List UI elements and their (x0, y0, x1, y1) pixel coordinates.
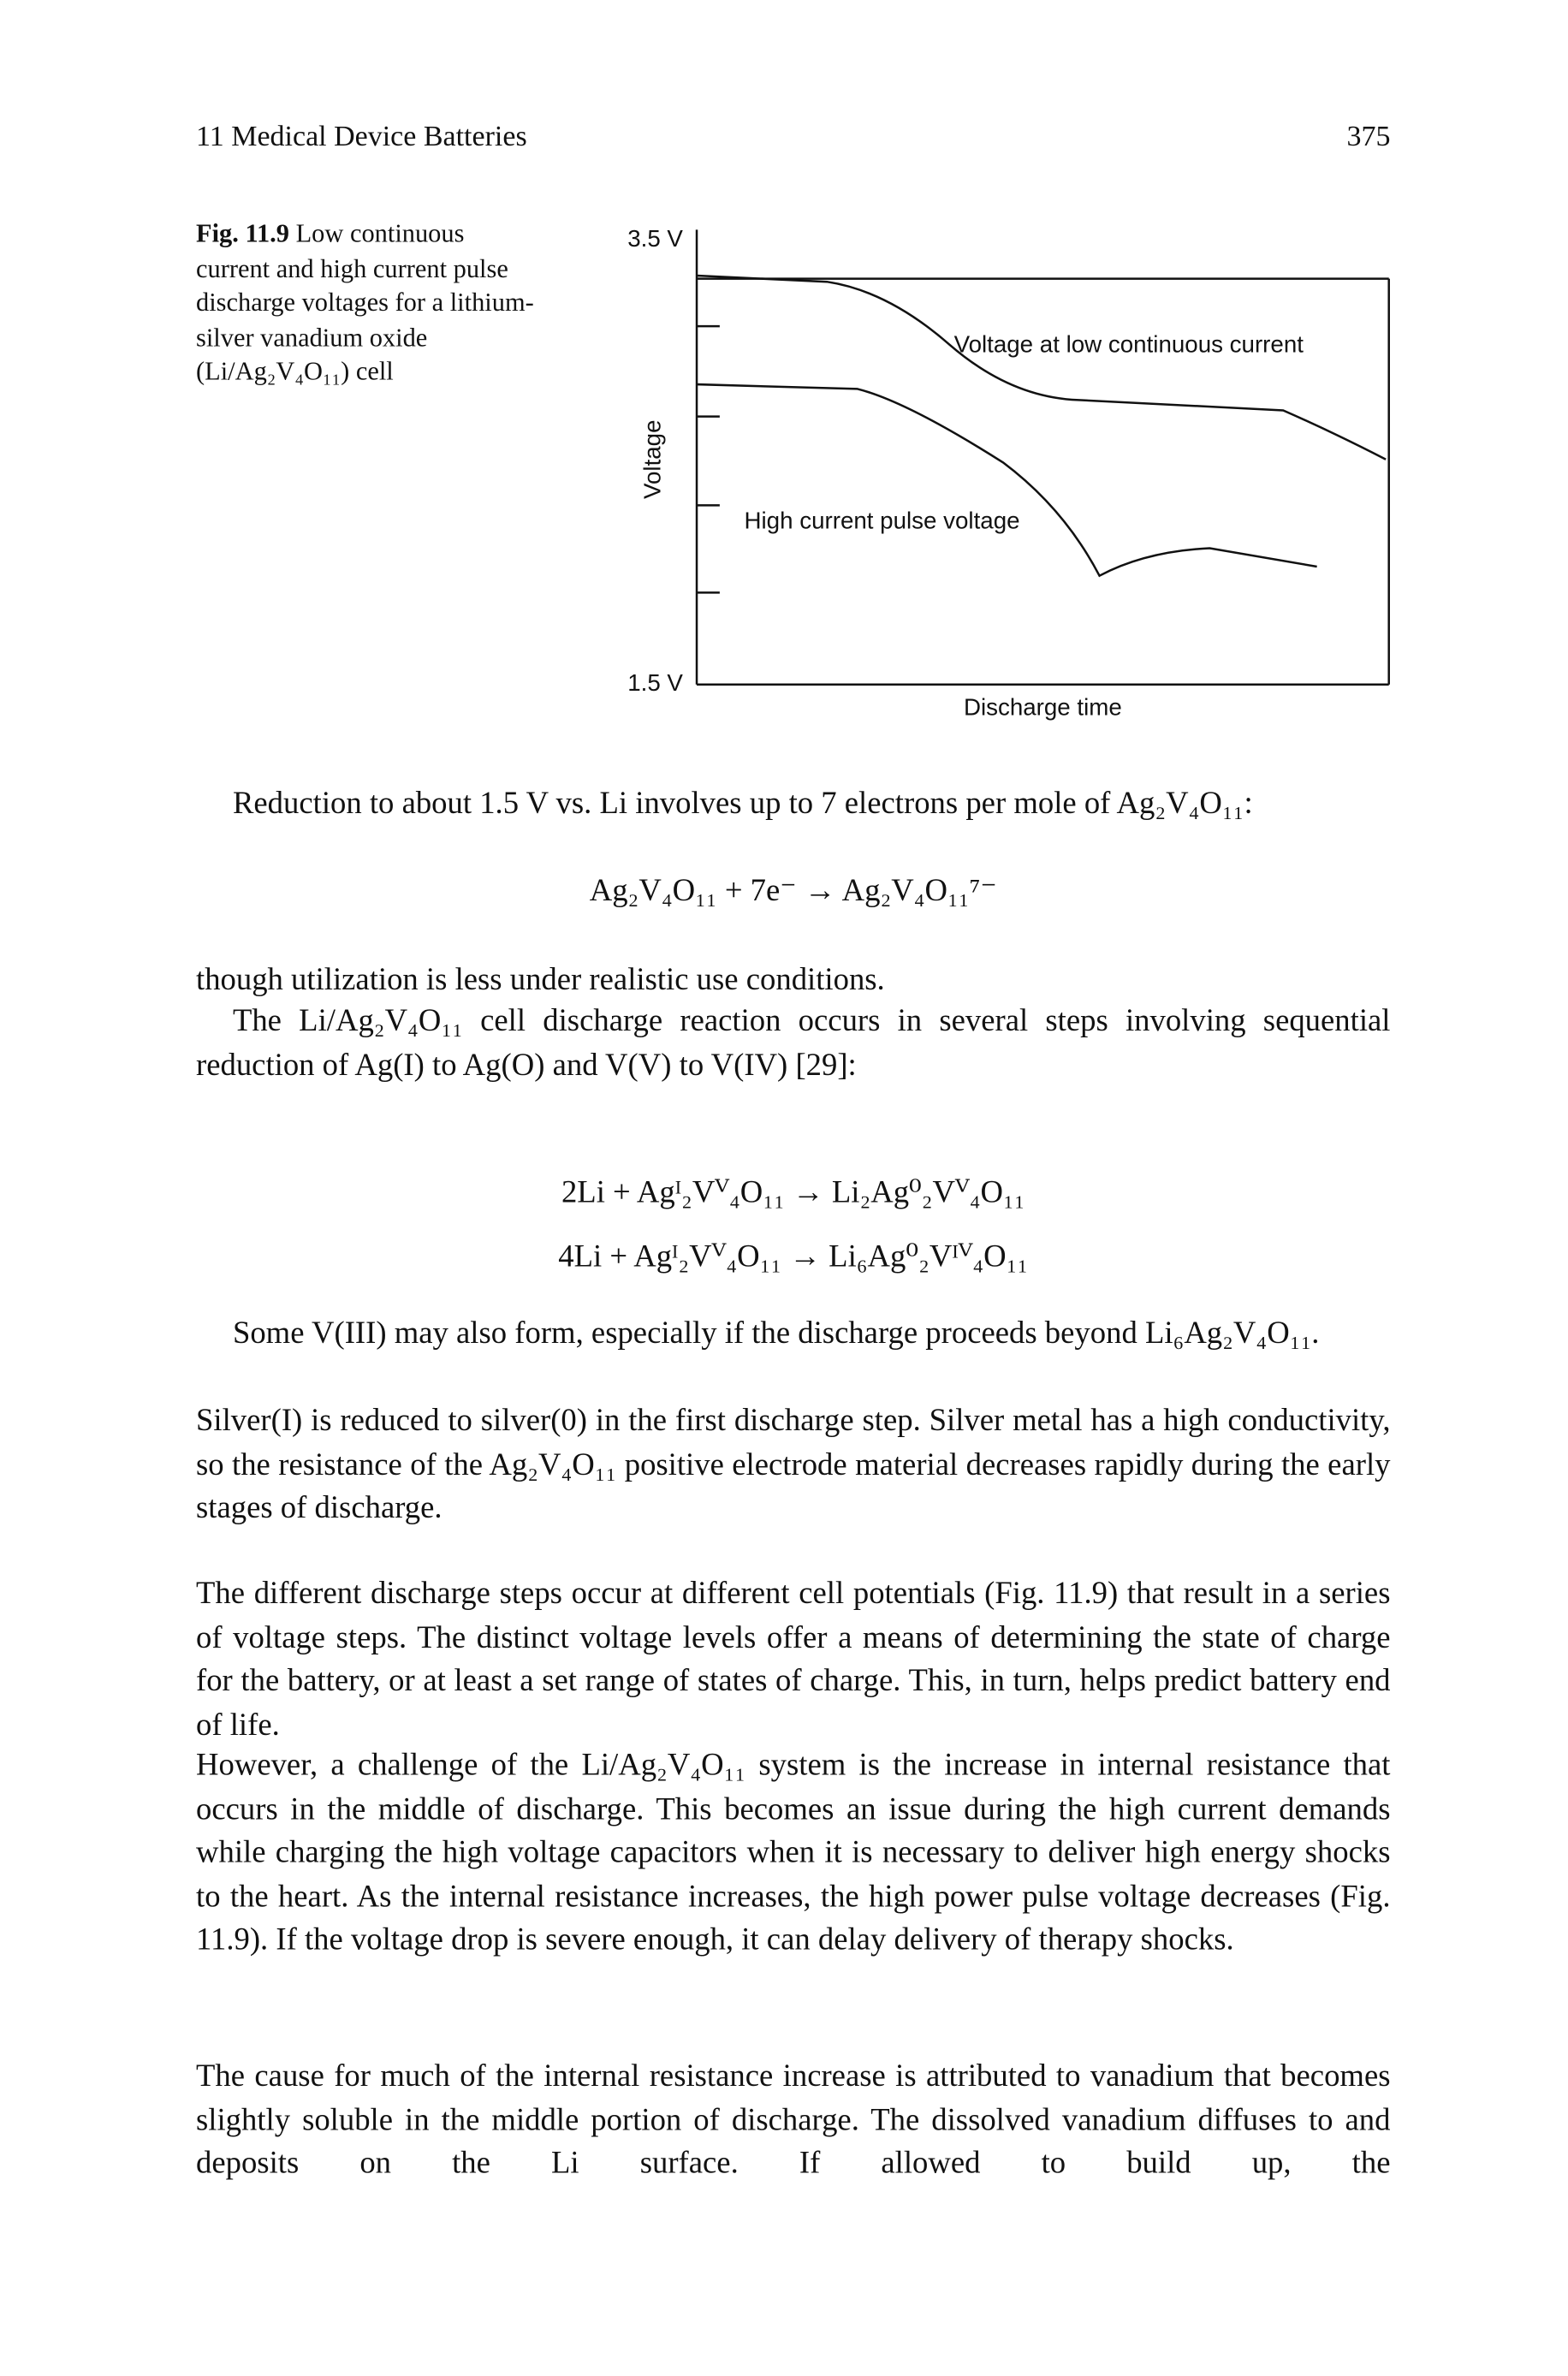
paragraph: Silver(I) is reduced to silver(0) in the… (196, 1404, 1391, 1526)
running-header: 11 Medical Device Batteries (196, 121, 527, 153)
figure-caption: Fig. 11.9 Low continuous current and hig… (196, 217, 536, 390)
pulse-curve (697, 383, 1317, 578)
paragraph: The Li/Ag₂V₄O₁₁ cell discharge reaction … (196, 1004, 1391, 1083)
annotation: Voltage at low continuous current (954, 331, 1304, 358)
caption-text: Low continuous current and high current … (196, 218, 534, 387)
y-top-label: 3.5 V (627, 225, 683, 252)
paragraph: The different discharge steps occur at d… (196, 1577, 1391, 1743)
equation: Ag₂V₄O₁₁ + 7e⁻ → Ag₂V₄O₁₁⁷⁻ (589, 874, 997, 908)
paragraph: The cause for much of the internal resis… (196, 2059, 1391, 2182)
equation: 2Li + Agᴵ₂Vⱽ₄O₁₁ → Li₂Ag⁰₂Vⱽ₄O₁₁ (561, 1176, 1025, 1210)
paragraph: Reduction to about 1.5 V vs. Li involves… (232, 787, 1253, 821)
equation: 4Li + Agᴵ₂Vⱽ₄O₁₁ → Li₆Ag⁰₂Vᴵⱽ₄O₁₁ (558, 1240, 1029, 1274)
figure-label: Fig. 11.9 (196, 218, 290, 248)
paragraph: However, a challenge of the Li/Ag₂V₄O₁₁ … (196, 1749, 1391, 1958)
annotation: High current pulse voltage (745, 507, 1020, 533)
paragraph: though utilization is less under realist… (196, 963, 885, 997)
page-number: 375 (1346, 121, 1391, 153)
y-axis-label: Voltage (638, 419, 665, 498)
figure-chart: 3.5 V 1.5 V Voltage Discharge time Volta… (627, 225, 1390, 721)
y-bottom-label: 1.5 V (627, 669, 683, 696)
paragraph: Some V(III) may also form, especially if… (232, 1316, 1320, 1351)
low-current-curve (696, 274, 1387, 460)
x-axis-label: Discharge time (964, 694, 1122, 721)
